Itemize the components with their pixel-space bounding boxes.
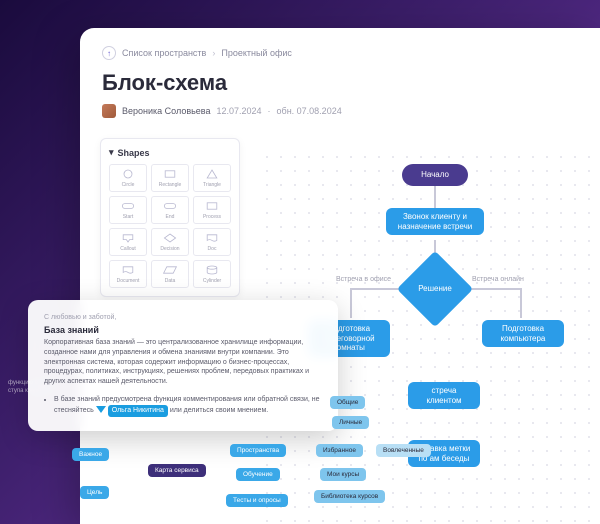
page-title-text: Блок-схема <box>102 70 578 96</box>
kb-title: База знаний <box>44 325 322 335</box>
flowchart-prep-pc-node[interactable]: Подготовка компьютера <box>482 320 564 347</box>
mindmap-node-library[interactable]: Библиотека курсов <box>314 490 385 503</box>
chevron-down-icon: ▾ <box>109 147 114 158</box>
author-avatar[interactable] <box>102 104 116 118</box>
shape-data[interactable]: Data <box>151 260 189 288</box>
created-date: 12.07.2024 <box>216 106 261 116</box>
breadcrumb-current[interactable]: Проектный офис <box>221 48 292 58</box>
mindmap-node-involved[interactable]: Вовлеченные <box>376 444 431 457</box>
document-meta: Вероника Соловьева 12.07.2024 · обн. 07.… <box>102 104 578 118</box>
shape-start[interactable]: Start <box>109 196 147 224</box>
breadcrumb-separator: › <box>212 48 215 58</box>
shapes-panel: ▾ Shapes Circle Rectangle Triangle Start… <box>100 138 240 297</box>
flowchart-edge-office: Встреча в офисе <box>336 276 391 283</box>
mindmap-node-goal[interactable]: Цель <box>80 486 109 499</box>
shape-decision[interactable]: Decision <box>151 228 189 256</box>
updated-date: обн. 07.08.2024 <box>277 106 342 116</box>
breadcrumb-root[interactable]: Список пространств <box>122 48 206 58</box>
kb-greeting: С любовью и заботой, <box>44 314 322 321</box>
shape-rectangle[interactable]: Rectangle <box>151 164 189 192</box>
back-icon[interactable]: ↑ <box>102 46 116 60</box>
mindmap-node-important[interactable]: Важное <box>72 448 109 461</box>
mindmap-node-mycourses[interactable]: Мои курсы <box>320 468 366 481</box>
kb-body-text: Корпоративная база знаний — это централи… <box>44 338 322 387</box>
shape-triangle[interactable]: Triangle <box>193 164 231 192</box>
shape-document[interactable]: Document <box>109 260 147 288</box>
shape-circle[interactable]: Circle <box>109 164 147 192</box>
shape-doc[interactable]: Doc <box>193 228 231 256</box>
mindmap-node-favorites[interactable]: Избранное <box>316 444 363 457</box>
shape-callout[interactable]: Callout <box>109 228 147 256</box>
mindmap-node-spaces[interactable]: Пространства <box>230 444 286 457</box>
shapes-panel-title: Shapes <box>118 148 150 158</box>
flowchart-call-node[interactable]: Звонок клиенту и назначение встречи <box>386 208 484 235</box>
mindmap-node-common[interactable]: Общие <box>330 396 365 409</box>
mindmap-root[interactable]: Карта сервиса <box>148 464 206 477</box>
mindmap-node-training[interactable]: Обучение <box>236 468 280 481</box>
shape-end[interactable]: End <box>151 196 189 224</box>
shape-process[interactable]: Process <box>193 196 231 224</box>
mindmap-canvas[interactable]: Карта сервиса Важное Цель Пространства О… <box>60 394 600 524</box>
flowchart-decision-node[interactable]: Решение <box>397 251 473 327</box>
page-title: Блок-схема <box>102 70 578 96</box>
flowchart-edge-online: Встреча онлайн <box>472 276 524 283</box>
author-name[interactable]: Вероника Соловьева <box>122 106 210 116</box>
mindmap-node-personal[interactable]: Личные <box>332 416 369 429</box>
mindmap-node-tests[interactable]: Тесты и опросы <box>226 494 288 507</box>
shapes-panel-header[interactable]: ▾ Shapes <box>109 147 231 158</box>
shape-cylinder[interactable]: Cylinder <box>193 260 231 288</box>
breadcrumb: ↑ Список пространств › Проектный офис <box>102 46 578 60</box>
flowchart-start-node[interactable]: Начало <box>402 164 468 186</box>
